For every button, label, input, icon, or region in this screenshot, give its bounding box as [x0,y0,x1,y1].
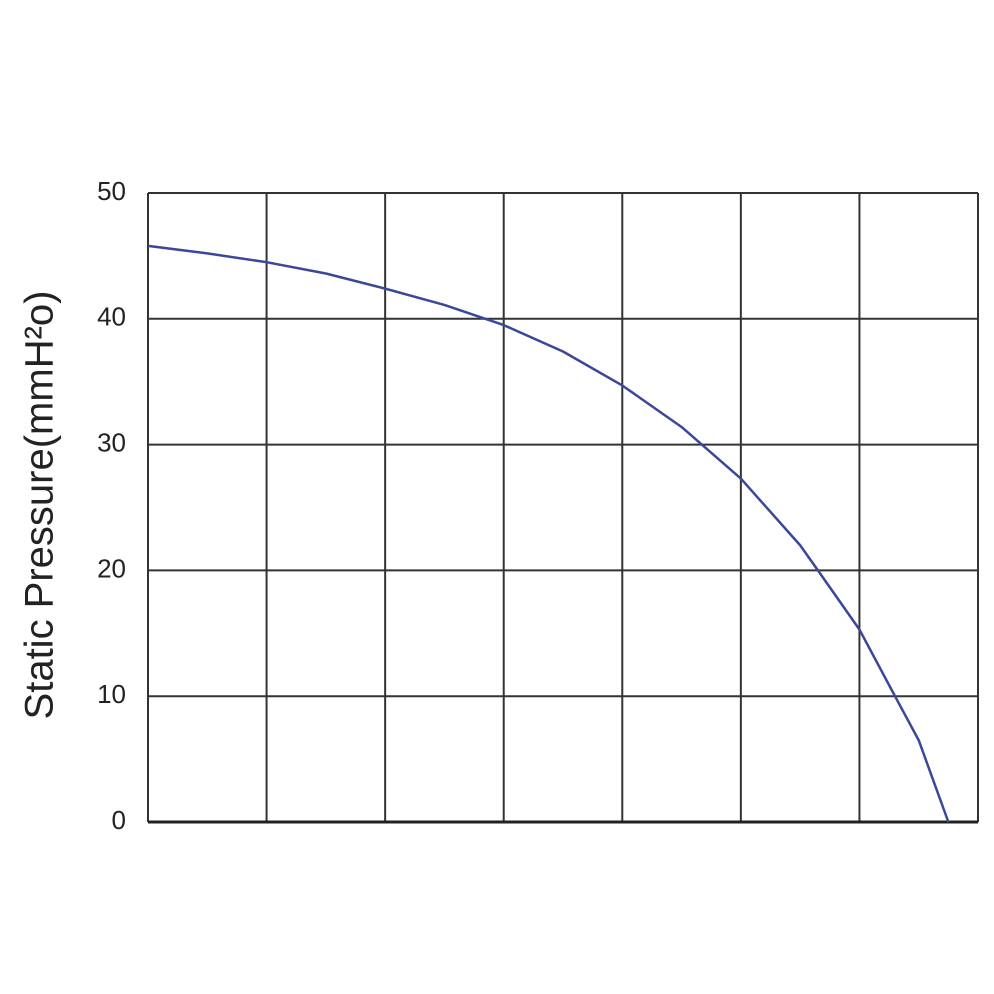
curve [147,244,950,823]
y-tick-label: 20 [97,553,126,583]
y-tick-label: 0 [112,805,126,835]
y-tick-label: 10 [97,679,126,709]
y-tick-label: 30 [97,427,126,457]
y-axis-title: Static Pressure(mmH²o) [18,291,62,720]
y-tick-label: 50 [97,176,126,206]
y-tick-label: 40 [97,302,126,332]
